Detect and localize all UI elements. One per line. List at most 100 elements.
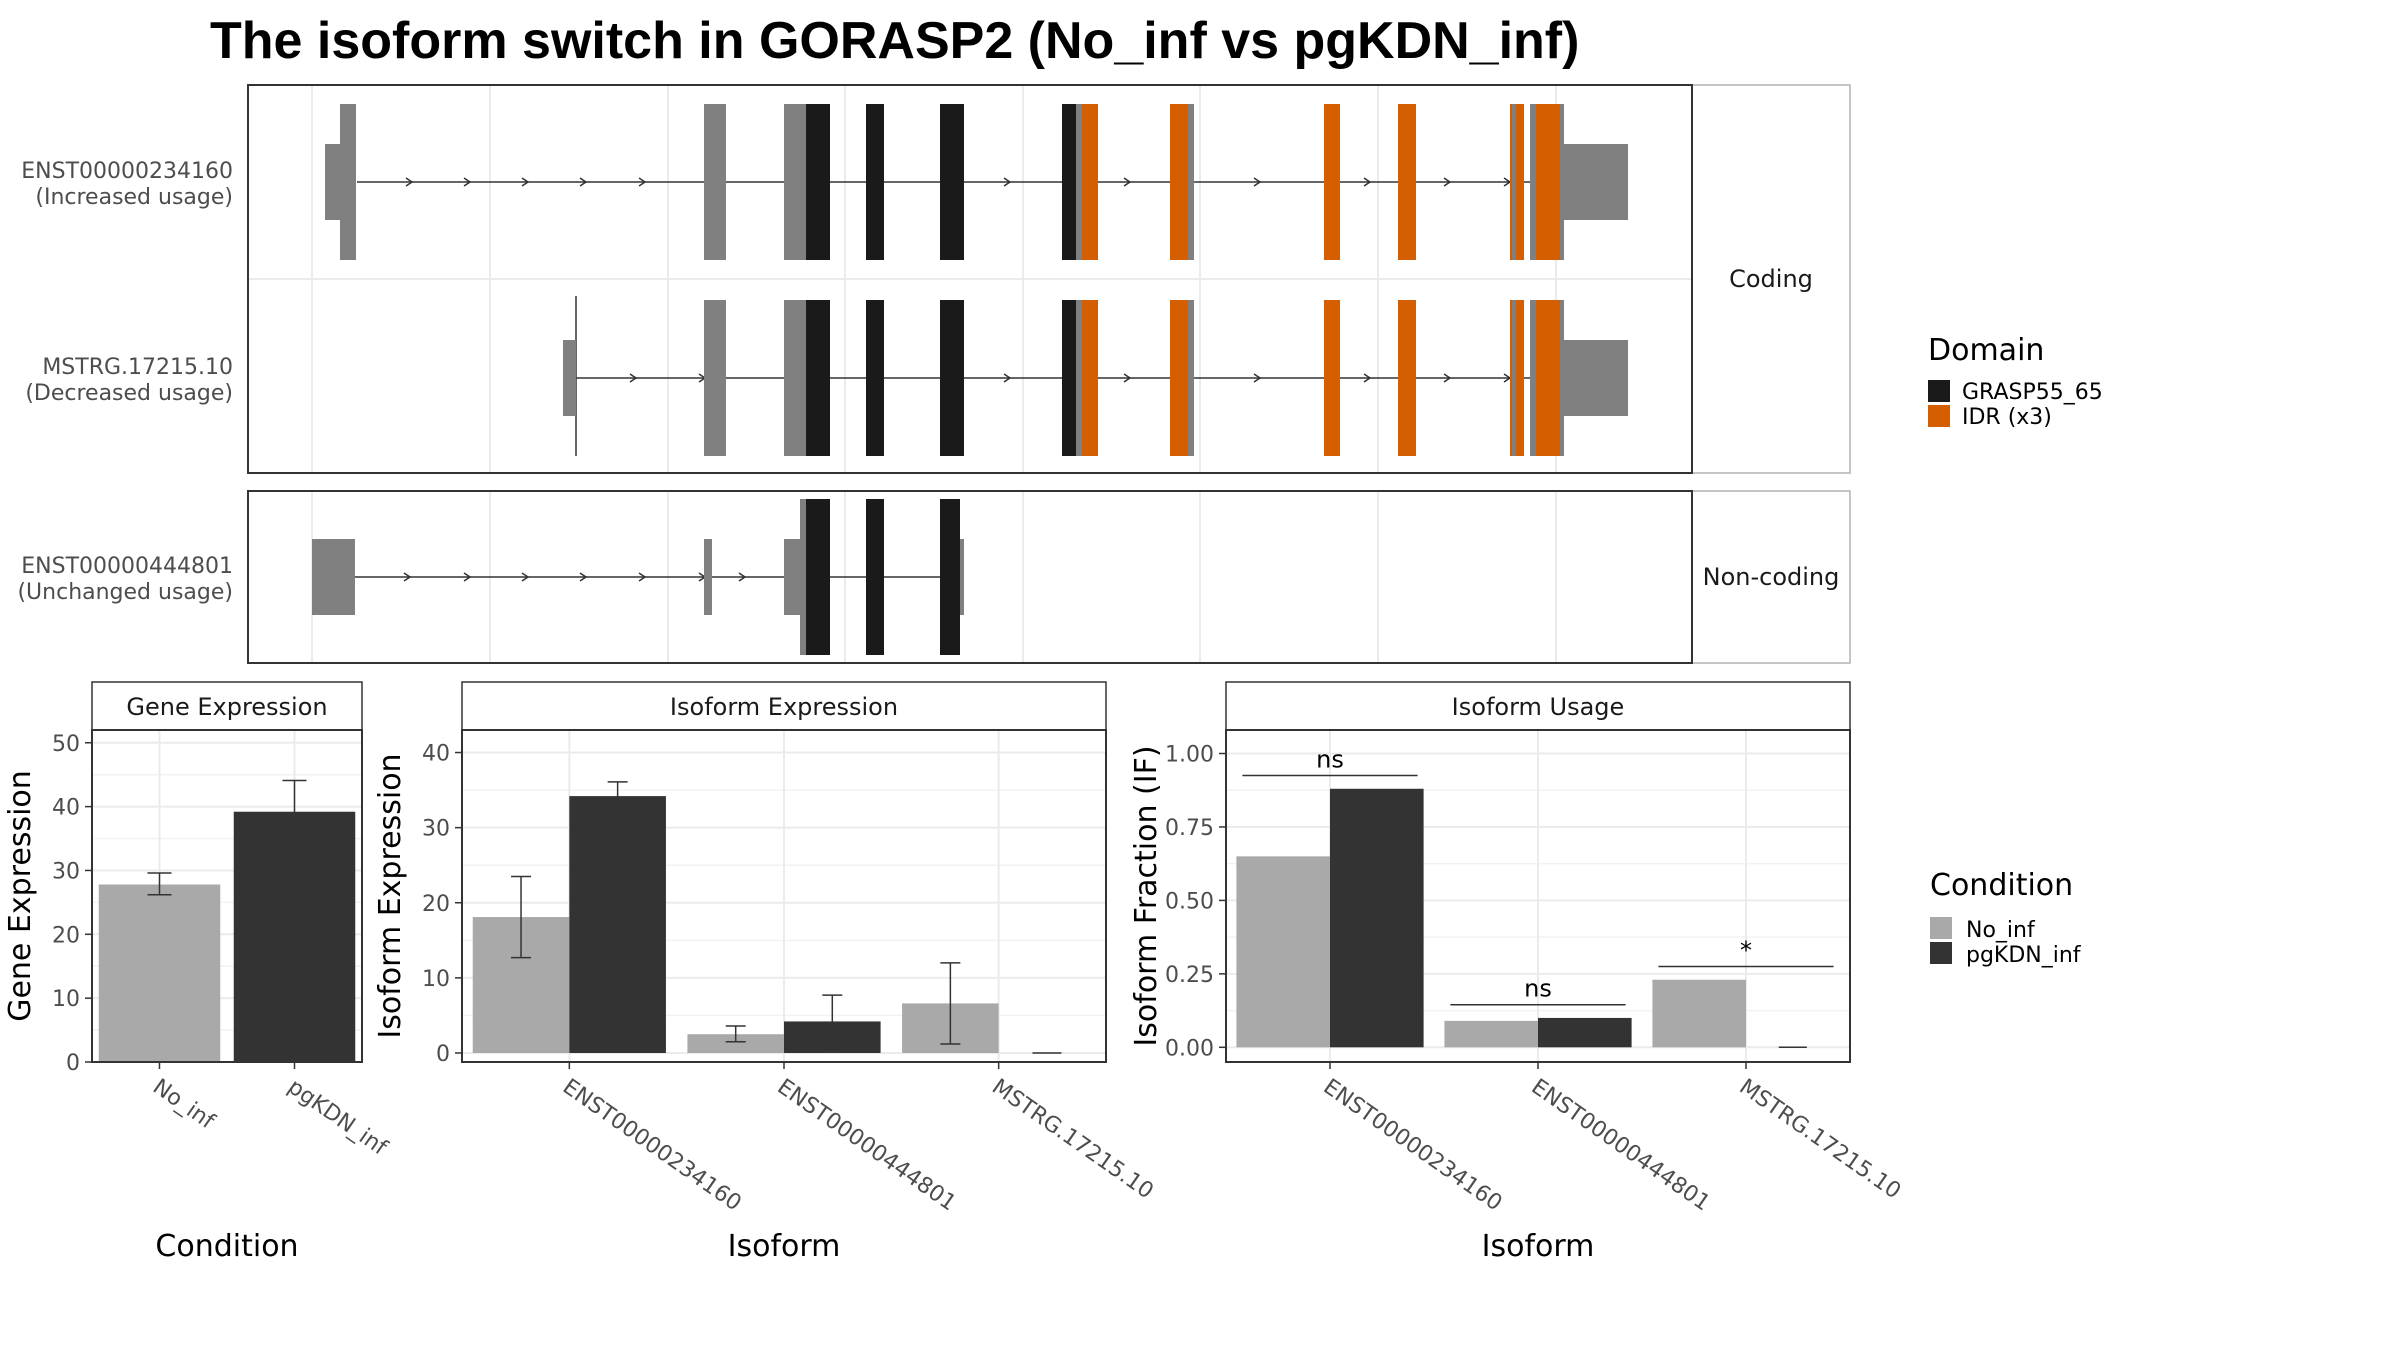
exon-block (1560, 300, 1564, 456)
x-tick-label: pgKDN_inf (283, 1074, 392, 1161)
y-tick-label: 10 (422, 967, 450, 992)
legend-label-idr: IDR (x3) (1962, 405, 2052, 430)
exon-block (704, 300, 726, 456)
exon-block (1076, 300, 1082, 456)
exon-block (312, 539, 355, 615)
domain-grasp-block (1062, 300, 1076, 456)
direction-arrow (405, 177, 414, 187)
domain-grasp-block (940, 499, 960, 655)
domain-idr-block (1324, 300, 1340, 456)
domain-grasp-block (940, 104, 964, 260)
direction-arrow (1123, 177, 1132, 187)
direction-arrow (629, 373, 638, 383)
direction-arrow (638, 572, 647, 582)
legend-swatch-no-inf (1930, 917, 1952, 939)
domain-idr-block (1398, 104, 1416, 260)
domain-legend-title: Domain (1928, 333, 2044, 368)
y-tick-label: 40 (422, 742, 450, 767)
bar-pgkdn-inf (1330, 788, 1424, 1048)
chart-strip (1225, 681, 1851, 731)
legend-swatch-pgkdn-inf (1930, 942, 1952, 964)
direction-arrow (1363, 177, 1372, 187)
direction-arrow (1363, 373, 1372, 383)
bar-no-inf (1444, 1020, 1538, 1048)
direction-arrow (403, 572, 412, 582)
direction-arrow (579, 177, 588, 187)
domain-legend: Domain GRASP55_65 IDR (x3) (1928, 333, 2103, 430)
direction-arrow (738, 572, 747, 582)
chart-panel-border (91, 729, 363, 1063)
direction-arrow (463, 572, 472, 582)
transcript-id-label: MSTRG.17215.10 (42, 355, 233, 380)
y-tick-label: 30 (52, 859, 80, 884)
direction-arrow (1123, 373, 1132, 383)
exon-block (1512, 300, 1516, 456)
exon-block (1188, 104, 1194, 260)
exon-block (704, 539, 712, 615)
x-axis-title: Isoform (728, 1229, 841, 1264)
significance-label: * (1740, 937, 1752, 965)
chart-strip-label: Isoform Usage (1452, 693, 1625, 721)
direction-arrow (638, 177, 647, 187)
y-tick-label: 0.50 (1165, 889, 1214, 914)
domain-grasp-block (1062, 104, 1076, 260)
panel-strip-label: Non-coding (1703, 563, 1840, 591)
exon-block (1076, 104, 1082, 260)
bar-no-inf (687, 1034, 784, 1053)
legend-swatch-idr (1928, 405, 1950, 427)
y-axis-title: Isoform Expression (373, 753, 408, 1038)
exon-block (1530, 104, 1536, 260)
bar-no-inf (1236, 856, 1330, 1048)
transcript-usage-label: (Increased usage) (35, 185, 233, 210)
x-tick-label: ENST00000444801 (773, 1074, 961, 1216)
domain-grasp-block (806, 300, 830, 456)
domain-grasp-block (866, 499, 884, 655)
x-axis-title: Condition (155, 1229, 298, 1264)
direction-arrow (521, 177, 530, 187)
y-tick-label: 20 (52, 923, 80, 948)
panel-strip (1691, 84, 1851, 474)
direction-arrow (1443, 373, 1452, 383)
direction-arrow (579, 572, 588, 582)
y-tick-label: 1.00 (1165, 743, 1214, 768)
domain-idr-block (1324, 104, 1340, 260)
domain-grasp-block (940, 300, 964, 456)
y-axis-title: Isoform Fraction (IF) (1129, 745, 1164, 1046)
transcript-panel-border (247, 84, 1693, 474)
exon-block (800, 499, 806, 655)
exon-block (1530, 300, 1536, 456)
exon-block (1558, 144, 1628, 220)
direction-arrow (1253, 177, 1262, 187)
x-tick-label: ENST00000234160 (1319, 1074, 1507, 1216)
y-tick-label: 50 (52, 732, 80, 757)
transcript-structure-area: Coding Non-coding ENST00000234160(Increase… (17, 84, 1851, 664)
x-tick-label: MSTRG.17215.10 (1735, 1074, 1906, 1204)
bar-pgkdn-inf (233, 811, 356, 1062)
direction-arrow (1003, 373, 1012, 383)
legend-label-grasp55-65: GRASP55_65 (1962, 380, 2103, 405)
y-tick-label: 0 (436, 1042, 450, 1067)
significance-label: ns (1316, 746, 1344, 774)
transcript-id-label: ENST00000234160 (21, 159, 233, 184)
exon-block (784, 104, 806, 260)
x-tick-label: ENST00000234160 (558, 1074, 746, 1216)
x-tick-label: MSTRG.17215.10 (987, 1074, 1158, 1204)
transcript-panel-border (247, 490, 1693, 664)
transcript-usage-label: (Decreased usage) (25, 381, 233, 406)
y-tick-label: 0.75 (1165, 816, 1214, 841)
chart-strip-label: Gene Expression (126, 693, 327, 721)
y-tick-label: 40 (52, 796, 80, 821)
domain-grasp-block (866, 300, 884, 456)
direction-arrow (463, 177, 472, 187)
panel-strip-label: Coding (1729, 265, 1813, 293)
transcript-track (563, 296, 1628, 456)
bar-pgkdn-inf (569, 796, 666, 1053)
bar-pgkdn-inf (1538, 1017, 1632, 1048)
transcript-id-label: ENST00000444801 (21, 554, 233, 579)
chart-strip (91, 681, 363, 731)
domain-grasp-block (806, 104, 830, 260)
y-tick-label: 10 (52, 987, 80, 1012)
x-tick-label: ENST00000444801 (1527, 1074, 1715, 1216)
bar-no-inf (1652, 979, 1746, 1048)
direction-arrow (1443, 177, 1452, 187)
